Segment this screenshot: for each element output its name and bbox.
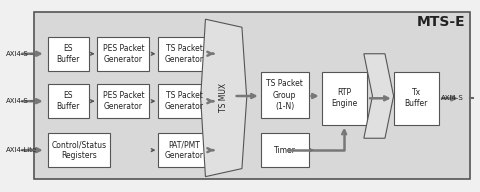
- Bar: [97, 84, 149, 118]
- Bar: [261, 72, 309, 118]
- Bar: [48, 37, 89, 71]
- Text: AXI4-S: AXI4-S: [441, 95, 463, 101]
- Text: ES
Buffer: ES Buffer: [57, 91, 80, 111]
- Text: ES
Buffer: ES Buffer: [57, 44, 80, 64]
- Polygon shape: [364, 54, 394, 138]
- Text: Timer: Timer: [274, 146, 296, 155]
- Bar: [48, 84, 89, 118]
- Text: PES Packet
Generator: PES Packet Generator: [103, 44, 144, 64]
- Text: Tx
Buffer: Tx Buffer: [405, 88, 428, 108]
- Bar: [97, 37, 149, 71]
- Text: RTP
Engine: RTP Engine: [331, 88, 358, 108]
- Bar: [158, 84, 210, 118]
- Bar: [48, 133, 110, 167]
- Text: PAT/PMT
Generator: PAT/PMT Generator: [165, 140, 204, 160]
- Text: MTS-E: MTS-E: [417, 15, 466, 29]
- Bar: [34, 12, 470, 179]
- Text: Control/Status
Registers: Control/Status Registers: [52, 140, 107, 160]
- Text: TS MUX: TS MUX: [219, 83, 228, 113]
- Text: PES Packet
Generator: PES Packet Generator: [103, 91, 144, 111]
- Bar: [394, 72, 439, 125]
- Bar: [322, 72, 367, 125]
- Bar: [158, 133, 210, 167]
- Text: AXI4-S: AXI4-S: [6, 51, 28, 57]
- Text: TS Packet
Group
(1-N): TS Packet Group (1-N): [266, 79, 303, 111]
- Text: AXI4-Lite: AXI4-Lite: [6, 147, 37, 153]
- Bar: [261, 133, 309, 167]
- Bar: [158, 37, 210, 71]
- Text: AXI4-S: AXI4-S: [6, 98, 28, 104]
- Text: TS Packet
Generator: TS Packet Generator: [165, 44, 204, 64]
- Text: TS Packet
Generator: TS Packet Generator: [165, 91, 204, 111]
- Polygon shape: [201, 19, 247, 177]
